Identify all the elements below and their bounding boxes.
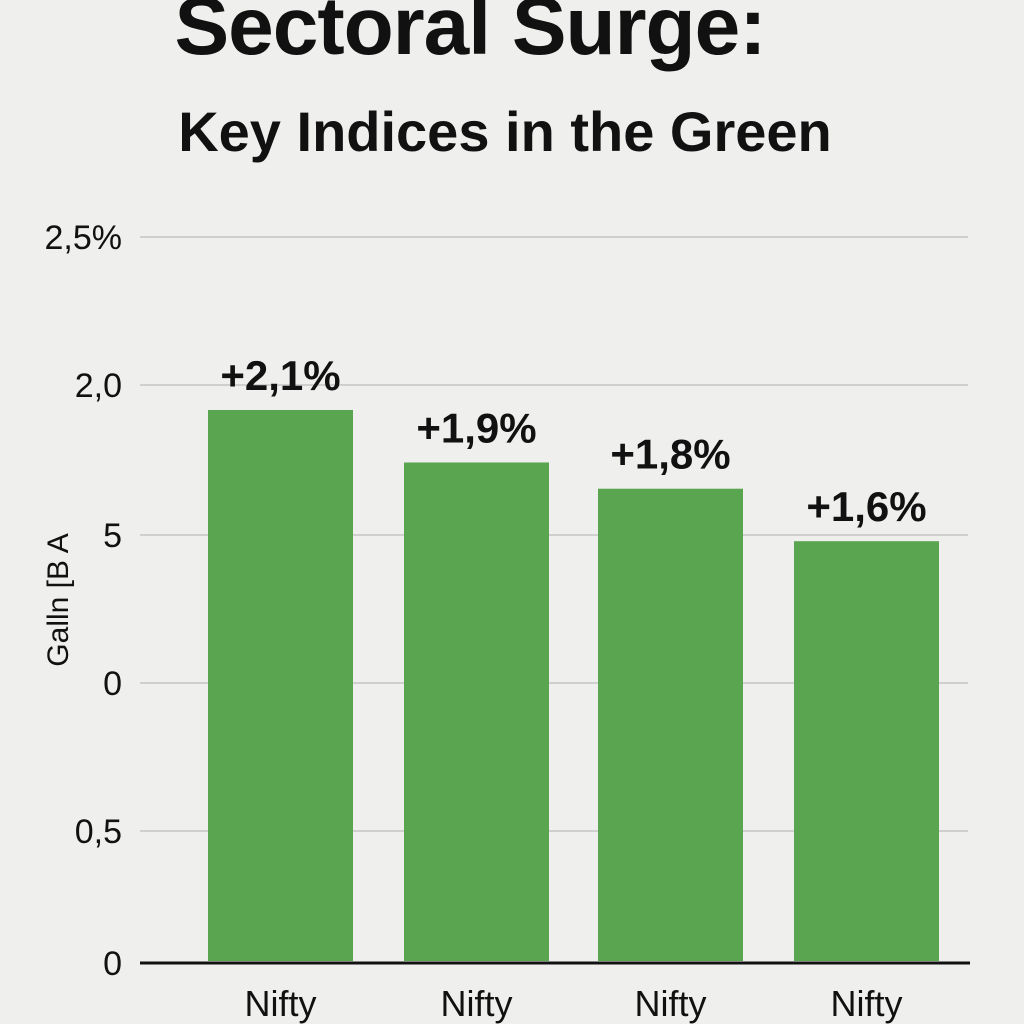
x-tick-label: Nifty [245, 983, 317, 1024]
x-tick-label: Nifty [635, 983, 707, 1024]
y-tick-label: 0,5 [75, 813, 122, 851]
chart-subtitle: Key Indices in the Green [178, 100, 832, 163]
data-label: +1,9% [416, 404, 536, 451]
y-tick-label: 0 [103, 945, 122, 983]
y-tick-label: 5 [103, 517, 122, 555]
bar [794, 541, 939, 961]
y-tick-label: 2,5% [45, 219, 123, 257]
y-tick-label: 0 [103, 665, 122, 703]
bars [208, 410, 939, 961]
y-tick-label: 2,0 [75, 367, 122, 405]
bar [404, 462, 549, 961]
chart-title: Sectoral Surge: [174, 0, 766, 72]
x-tick-label: Nifty [831, 983, 903, 1024]
x-axis-ticks: Nifty Nifty Nifty Nifty [245, 983, 903, 1024]
y-axis-ticks: 2,5% 2,0 5 0 0,5 0 [45, 219, 123, 983]
data-label: +1,6% [806, 483, 926, 530]
bar [208, 410, 353, 961]
x-tick-label: Nifty [441, 983, 513, 1024]
data-label: +2,1% [220, 352, 340, 399]
y-axis-label: Galln [B A [42, 533, 75, 666]
data-labels: +2,1% +1,9% +1,8% +1,6% [220, 352, 926, 530]
data-label: +1,8% [610, 431, 730, 478]
bar [598, 488, 743, 961]
